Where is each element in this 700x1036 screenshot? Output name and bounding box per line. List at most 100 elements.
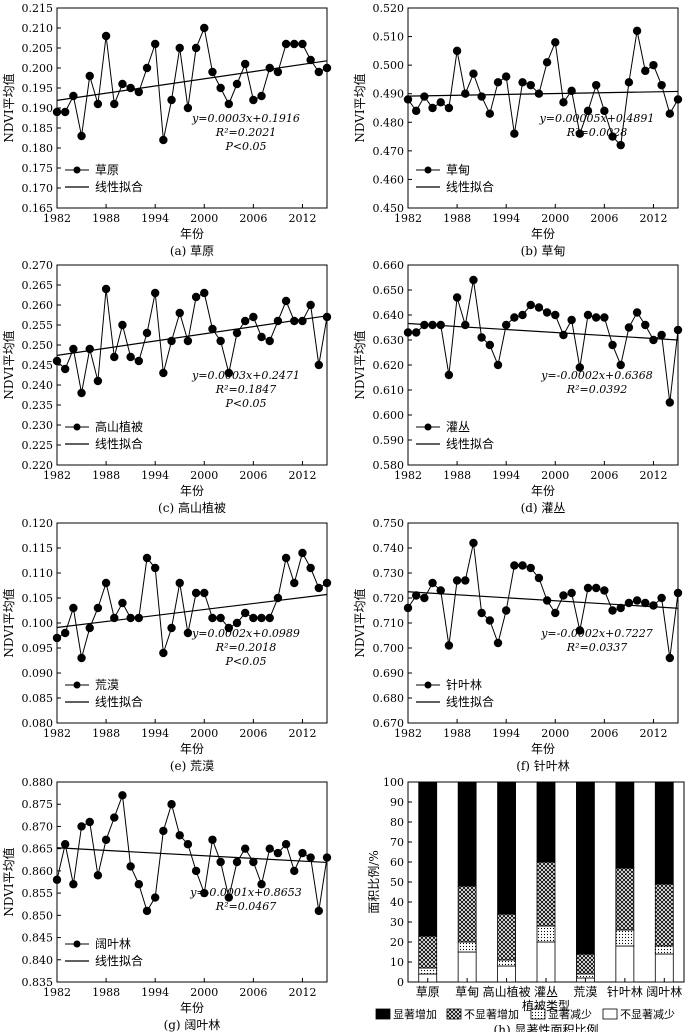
x-tick-label: 1994 <box>492 212 520 225</box>
data-point <box>551 38 560 47</box>
legend-marker <box>424 681 432 689</box>
data-point <box>150 893 160 902</box>
data-point <box>224 368 234 378</box>
data-point <box>159 135 168 145</box>
series-line <box>57 26 328 141</box>
y-axis-label: NDVI平均值 <box>352 588 367 657</box>
bar-segment <box>576 953 595 975</box>
data-point <box>542 308 552 317</box>
data-point <box>290 866 299 876</box>
data-point <box>101 31 111 41</box>
y-tick-label: 0.840 <box>22 954 54 967</box>
data-point <box>665 653 675 663</box>
plot-frame <box>56 264 328 466</box>
data-point <box>175 308 184 318</box>
bar-segment <box>654 945 674 955</box>
data-point <box>257 91 266 101</box>
x-axis-label: 年份 <box>531 227 555 241</box>
data-point <box>436 320 445 330</box>
data-point <box>85 623 94 633</box>
data-point <box>118 791 127 800</box>
x-tick-label: 1982 <box>43 727 71 740</box>
data-point <box>314 906 324 916</box>
data-point <box>583 583 593 593</box>
data-point <box>657 80 666 90</box>
x-tick-label: 1994 <box>141 212 169 225</box>
y-tick-label: 0.740 <box>373 542 405 555</box>
data-point <box>77 653 86 663</box>
data-point <box>518 78 527 87</box>
y-tick-label: 0.100 <box>22 617 54 630</box>
data-point <box>200 23 209 33</box>
plot-frame <box>407 522 679 724</box>
data-point <box>273 593 283 603</box>
data-point <box>493 638 503 648</box>
data-point <box>126 352 135 362</box>
data-point <box>60 840 70 849</box>
y-tick-label: 0.590 <box>373 434 405 447</box>
data-point <box>134 880 144 889</box>
x-tick-label: 1988 <box>92 986 120 999</box>
y-tick-label: 0.730 <box>373 567 405 580</box>
data-point <box>175 43 184 53</box>
bar-segment <box>418 967 438 975</box>
data-point <box>126 83 135 93</box>
data-point <box>208 835 217 844</box>
data-point <box>403 328 413 337</box>
fit-line <box>407 322 679 341</box>
bar-segment <box>457 885 477 943</box>
data-point <box>265 613 274 623</box>
x-axis-label: 年份 <box>180 227 204 241</box>
data-point <box>534 573 544 583</box>
data-point <box>452 46 462 56</box>
data-point <box>93 99 103 109</box>
legend-swatch <box>446 1008 462 1020</box>
data-point <box>240 608 250 618</box>
fit-annotation: y=0.0002x+0.0989 <box>191 627 300 640</box>
data-point <box>534 303 544 312</box>
data-point <box>224 99 234 109</box>
x-tick-label: 1982 <box>394 212 422 225</box>
y-tick-label: 0.260 <box>22 299 54 312</box>
legend-label-series: 草甸 <box>446 163 470 177</box>
data-point <box>428 578 437 588</box>
data-point <box>436 586 445 595</box>
series-line <box>407 30 679 147</box>
data-point <box>200 888 209 898</box>
y-tick-label: 30 <box>390 916 404 929</box>
data-point <box>649 335 658 345</box>
legend-label: 不显著增加 <box>464 1007 519 1021</box>
chart-panel-e: 0.080 0.085 0.090 0.095 0.100 0.105 0.110 0.115… <box>1 517 332 773</box>
chart-panel-c: 0.220 0.225 0.230 0.235 0.240 0.245 0.250 0.255… <box>1 259 332 515</box>
y-tick-label: 0.580 <box>373 459 405 472</box>
y-tick-label: 0.510 <box>373 31 405 44</box>
data-point <box>420 92 429 101</box>
y-tick-label: 0.225 <box>22 439 54 452</box>
y-tick-label: 0.850 <box>22 909 54 922</box>
bar-segment <box>576 781 595 955</box>
data-point <box>632 26 642 36</box>
panel-caption: (e) 荒漠 <box>170 759 214 773</box>
data-point <box>510 561 519 570</box>
legend-label: 显著增加 <box>393 1007 437 1021</box>
bar-segment <box>497 959 516 967</box>
legend-label-series: 灌丛 <box>446 420 470 434</box>
x-tick-label: 草甸 <box>455 985 479 999</box>
y-tick-label: 40 <box>390 896 404 909</box>
data-point <box>110 813 119 822</box>
data-point <box>200 288 209 298</box>
x-tick-label: 1988 <box>443 212 471 225</box>
data-point <box>60 107 70 117</box>
y-tick-label: 80 <box>390 816 404 829</box>
bar-segment <box>418 935 438 969</box>
data-point <box>551 310 560 320</box>
data-point <box>273 848 283 858</box>
data-point <box>249 857 258 867</box>
data-point <box>608 606 617 615</box>
data-point <box>501 72 511 81</box>
x-axis-label: 年份 <box>531 742 555 756</box>
x-tick-label: 高山植被 <box>483 984 531 999</box>
legend-swatch <box>530 1008 546 1020</box>
data-point <box>411 106 421 116</box>
y-tick-label: 0.195 <box>22 82 54 95</box>
